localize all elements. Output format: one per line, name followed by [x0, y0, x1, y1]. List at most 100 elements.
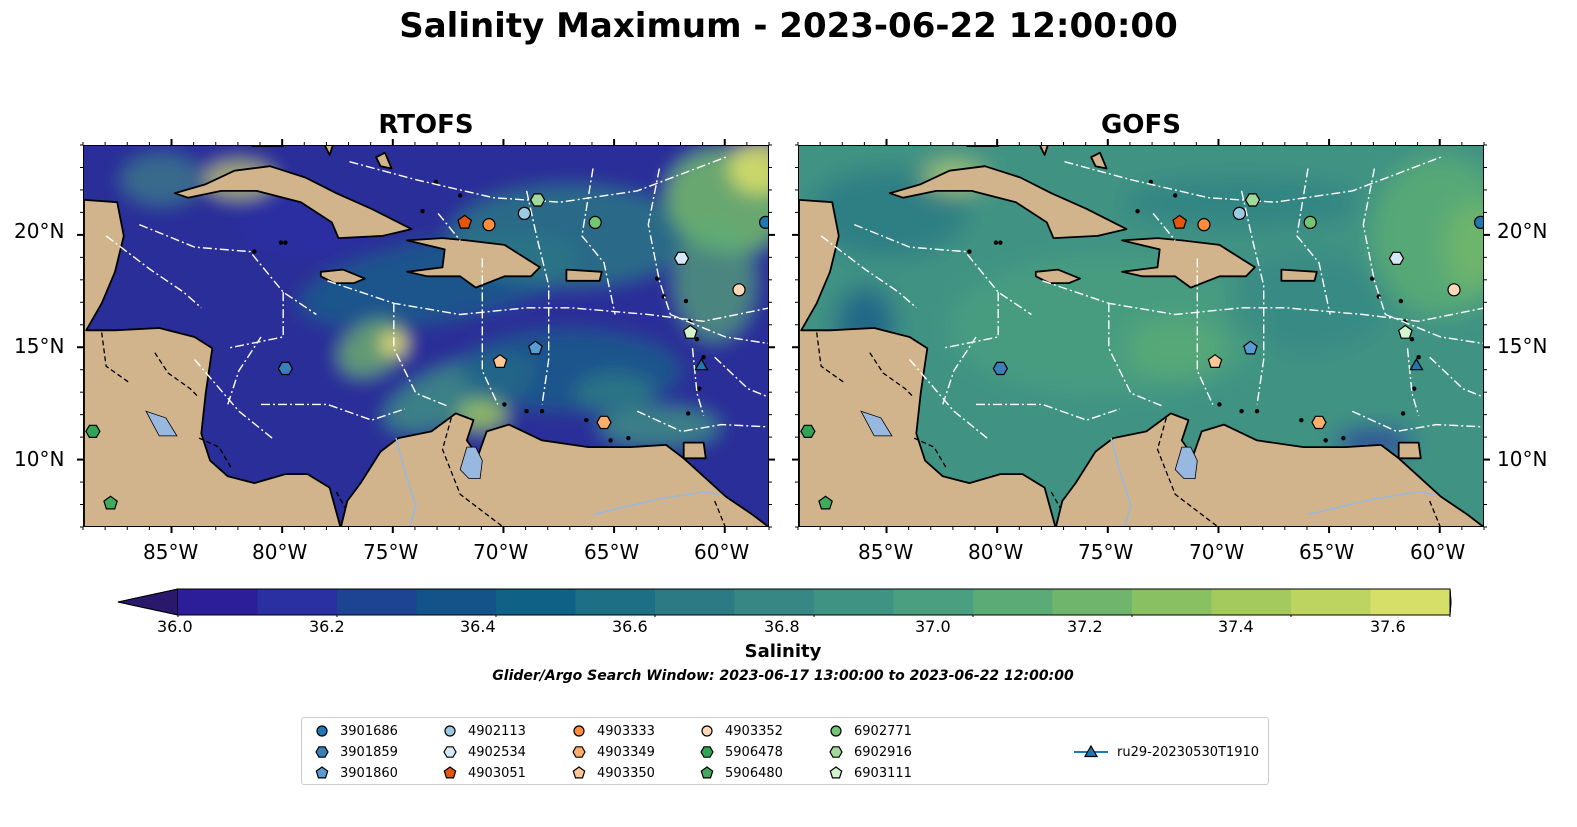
legend-label: 4902534 — [468, 744, 526, 760]
xtick-label: 75°W — [363, 540, 419, 564]
rtofs-salinity-map — [84, 146, 768, 526]
obs-marker-3901860 — [1243, 340, 1258, 355]
colorbar-tick: 37.2 — [1067, 617, 1103, 636]
land-central-america — [84, 199, 342, 526]
island — [696, 386, 702, 391]
island — [539, 408, 545, 414]
legend: 3901686 3901859 3901860 4902113 4902534 49030… — [301, 717, 1269, 785]
legend-item: 4902534 — [440, 742, 526, 762]
colorbar-tick: 37.4 — [1218, 617, 1254, 636]
island — [608, 438, 613, 443]
map-panel-rtofs[interactable] — [83, 145, 769, 527]
xtick-label: 60°W — [694, 540, 750, 564]
land-central-america — [799, 199, 1057, 526]
legend-marker — [443, 766, 457, 779]
legend-item: 4903350 — [569, 763, 655, 783]
legend-marker — [572, 766, 586, 779]
colorbar-bin — [1052, 589, 1133, 615]
legend-marker — [316, 725, 328, 737]
legend-marker — [830, 725, 842, 737]
legend-marker — [573, 725, 585, 737]
land-jamaica — [1034, 268, 1081, 285]
island — [252, 249, 257, 254]
legend-label: 3901686 — [340, 723, 398, 739]
colorbar-tick: 37.0 — [915, 617, 951, 636]
legend-marker-pentagon-icon — [443, 766, 457, 779]
colorbar-bin — [337, 589, 417, 615]
land-bahamas-b — [1090, 151, 1108, 170]
legend-marker-pentagon-icon — [700, 766, 714, 779]
country-borders — [101, 332, 726, 526]
ytick-label: 20°N — [1497, 219, 1548, 243]
map-panel-gofs[interactable] — [798, 145, 1484, 527]
panel-title-rtofs: RTOFS — [378, 110, 474, 140]
obs-marker-6902771 — [1303, 215, 1317, 230]
legend-label: 6903111 — [854, 765, 912, 781]
xtick-label: 70°W — [1189, 540, 1245, 564]
legend-marker — [572, 746, 586, 758]
obs-marker-4903333 — [1197, 218, 1211, 232]
island — [1172, 193, 1178, 198]
island — [685, 411, 691, 416]
xtick-label: 75°W — [1078, 540, 1134, 564]
ytick-label: 15°N — [1497, 334, 1548, 358]
land-bahamas-b — [375, 151, 393, 170]
legend-label: ru29-20230530T1910 — [1117, 744, 1260, 760]
legend-marker-pentagon-icon — [315, 766, 329, 779]
obs-marker-5906480 — [818, 495, 833, 510]
island — [701, 355, 706, 360]
legend-marker-pentagon-icon — [829, 766, 843, 779]
ytick-label: 10°N — [14, 447, 65, 471]
river — [1110, 437, 1132, 526]
colorbar-bin — [734, 589, 815, 615]
island — [1409, 337, 1415, 342]
legend-item: 6902916 — [826, 742, 912, 762]
obs-marker-6902916 — [1244, 193, 1261, 207]
island — [278, 240, 284, 245]
obs-marker-4903051 — [457, 214, 473, 229]
obs-marker-3901686 — [1473, 215, 1483, 229]
river — [1307, 491, 1435, 516]
island — [1217, 402, 1222, 407]
legend-label: 6902771 — [854, 723, 912, 739]
obs-marker-4903349 — [596, 415, 612, 430]
legend-marker-circle-icon — [701, 725, 713, 737]
colorbar-tick: 36.2 — [309, 617, 345, 636]
legend-item: 4903349 — [569, 742, 655, 762]
colorbar-tick: 37.6 — [1370, 617, 1406, 636]
colorbar-bin — [973, 589, 1053, 615]
legend-marker-circle-icon — [316, 725, 328, 737]
legend-marker-circle-icon — [573, 725, 585, 737]
island — [1341, 435, 1346, 441]
obs-marker-ru29-20230530T1910 — [1409, 358, 1424, 371]
legend-item: 5906480 — [697, 763, 783, 783]
legend-label: 4903333 — [597, 723, 655, 739]
xtick-label: 85°W — [858, 540, 914, 564]
obs-marker-4902534 — [673, 251, 690, 266]
obs-marker-4902113 — [517, 206, 531, 221]
legend-marker — [829, 766, 843, 779]
lake-maracaibo — [1174, 446, 1198, 480]
legend-marker — [315, 746, 329, 758]
colorbar-bin — [1211, 589, 1292, 615]
obs-marker-6903111 — [1397, 324, 1413, 339]
legend-item: 6903111 — [826, 763, 912, 783]
gofs-salinity-map — [799, 146, 1483, 526]
colorbar-bin — [1132, 589, 1212, 615]
figure-title: Salinity Maximum - 2023-06-22 12:00:00 — [399, 6, 1178, 46]
xtick-label: 70°W — [473, 540, 529, 564]
ytick-label: 20°N — [14, 219, 65, 243]
legend-marker — [315, 766, 329, 779]
xtick-label: 80°W — [252, 540, 308, 564]
island — [993, 240, 999, 245]
legend-label: 4902113 — [468, 723, 526, 739]
island — [1400, 411, 1406, 416]
land-hispaniola — [1121, 237, 1256, 289]
legend-marker — [444, 725, 456, 737]
legend-label: 3901859 — [340, 744, 398, 760]
obs-marker-3901860 — [528, 340, 543, 355]
legend-marker-hexagon-icon — [829, 746, 843, 758]
obs-marker-6902916 — [529, 193, 546, 207]
legend-item: ru29-20230530T1910 — [1073, 742, 1259, 762]
island — [283, 240, 288, 245]
